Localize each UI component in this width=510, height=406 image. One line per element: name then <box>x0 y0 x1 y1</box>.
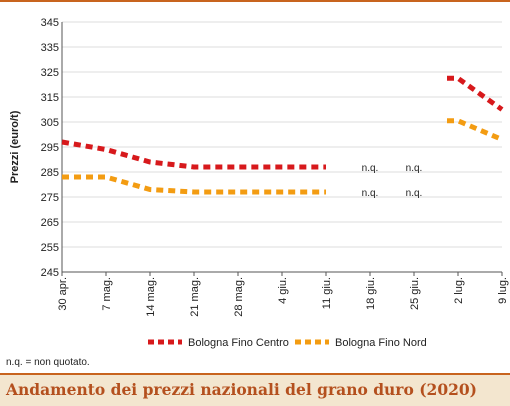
x-tick-label: 18 giu. <box>365 277 377 310</box>
y-tick-label: 305 <box>41 117 59 129</box>
footer-banner: Andamento dei prezzi nazionali del grano… <box>0 373 510 406</box>
x-tick-label: 11 giu. <box>321 277 333 309</box>
legend-label-1: Bologna Fino Nord <box>335 337 427 349</box>
x-tick-label: 30 apr. <box>57 277 69 311</box>
series-line-1-segment-0 <box>62 174 326 195</box>
x-tick-label: 2 lug. <box>453 277 465 304</box>
annotation-nq: n.q. <box>406 188 423 199</box>
x-tick-label: 14 mag. <box>145 277 157 317</box>
x-tick-label: 21 mag. <box>189 277 201 317</box>
x-tick-label: 28 mag. <box>233 277 245 317</box>
series-line-0-segment-0 <box>61 139 326 170</box>
legend-label-0: Bologna Fino Centro <box>188 337 289 349</box>
x-tick-label: 7 mag. <box>101 277 113 311</box>
x-tick-label: 4 giu. <box>277 277 289 304</box>
series-line-1-segment-1 <box>447 118 503 142</box>
annotation-nq: n.q. <box>362 163 379 174</box>
x-tick-label: 25 giu. <box>409 277 421 310</box>
y-tick-label: 335 <box>41 42 59 54</box>
y-tick-label: 245 <box>41 267 59 279</box>
top-rule <box>0 0 510 2</box>
y-tick-label: 255 <box>41 242 59 254</box>
y-tick-label: 265 <box>41 217 59 229</box>
series-line-0-segment-1 <box>447 75 504 112</box>
y-tick-label: 285 <box>41 167 59 179</box>
annotation-nq: n.q. <box>406 163 423 174</box>
annotation-nq: n.q. <box>362 188 379 199</box>
chart-title: Andamento dei prezzi nazionali del grano… <box>6 380 478 399</box>
footnote: n.q. = non quotato. <box>6 357 90 368</box>
y-tick-label: 295 <box>41 142 59 154</box>
y-tick-label: 345 <box>41 17 59 29</box>
x-tick-label: 9 lug. <box>497 277 509 304</box>
y-tick-label: 315 <box>41 92 59 104</box>
y-tick-label: 325 <box>41 67 59 79</box>
y-tick-label: 275 <box>41 192 59 204</box>
y-axis-title: Prezzi (euro/t) <box>9 110 21 183</box>
